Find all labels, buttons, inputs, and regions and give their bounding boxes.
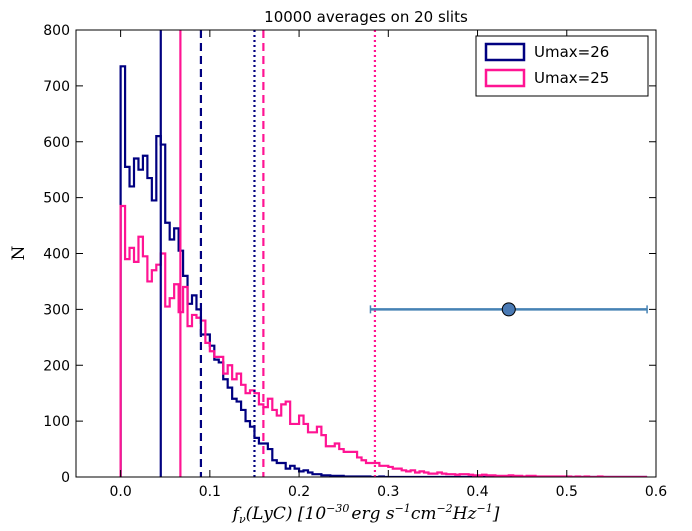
x-tick-label: 0.4	[466, 484, 488, 500]
x-tick-label: 0.6	[645, 484, 667, 500]
x-tick-label: 0.0	[109, 484, 131, 500]
y-tick-label: 100	[43, 414, 70, 430]
y-tick-label: 400	[43, 247, 70, 263]
y-tick-label: 200	[43, 358, 70, 374]
y-tick-label: 0	[61, 470, 70, 486]
x-label-hz: Hz	[452, 504, 478, 524]
x-tick-label: 0.2	[288, 484, 310, 500]
x-label-exp2: −1	[395, 502, 411, 515]
x-label-nu: ν	[239, 513, 246, 526]
x-label-f: f	[231, 504, 242, 524]
x-label-cm: cm	[411, 504, 437, 524]
legend-swatch-umax25	[484, 68, 526, 88]
chart-title: 10000 averages on 20 slits	[264, 8, 468, 26]
x-tick-label: 0.1	[199, 484, 221, 500]
histogram-series-layer	[119, 65, 648, 477]
reference-lines-layer	[159, 30, 377, 477]
x-tick-label: 0.5	[556, 484, 578, 500]
y-tick-label: 700	[43, 79, 70, 95]
y-tick-label: 800	[43, 23, 70, 39]
legend: Umax=26 Umax=25	[475, 35, 649, 97]
x-tick-label: 0.3	[377, 484, 399, 500]
x-label-exp4: −1	[476, 502, 492, 515]
x-label-exp1: −30	[326, 502, 349, 515]
legend-label-umax26: Umax=26	[534, 43, 609, 61]
axis-ticks: 0.0 0.1 0.2 0.3 0.4 0.5 0.6 0 100 200 300 400 500 600…	[43, 23, 667, 500]
x-label-units: erg s	[351, 504, 394, 524]
x-label-close: ]	[492, 504, 500, 524]
y-tick-label: 500	[43, 191, 70, 207]
errorbar-layer	[369, 302, 648, 317]
x-label-exp3: −2	[436, 502, 452, 515]
y-tick-label: 600	[43, 135, 70, 151]
legend-label-umax25: Umax=25	[534, 69, 609, 87]
histogram-step-umax-25	[119, 204, 648, 477]
x-label-lyc: (LyC) [10	[246, 504, 327, 524]
histogram-step-umax-26	[119, 65, 648, 477]
x-axis-label: fν(LyC) [10−30 erg s−1cm−2Hz−1]	[231, 502, 500, 526]
y-axis-label: N	[9, 245, 29, 260]
legend-swatch-umax26	[484, 42, 526, 62]
y-tick-label: 300	[43, 302, 70, 318]
errorbar-marker	[501, 302, 516, 317]
